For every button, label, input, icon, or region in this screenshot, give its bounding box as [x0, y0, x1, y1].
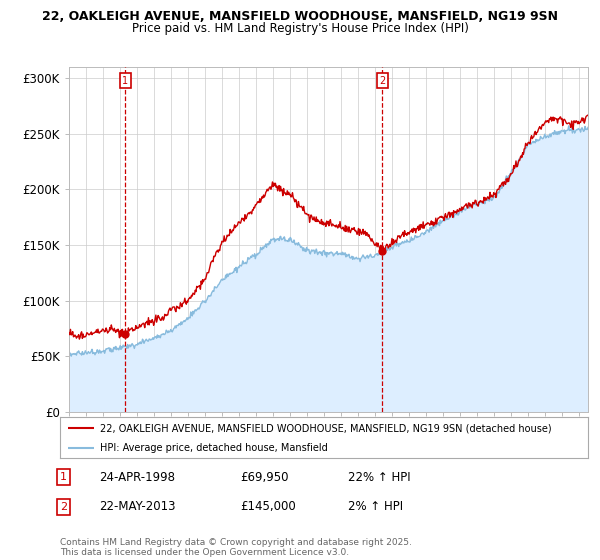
Text: 2: 2 — [60, 502, 67, 512]
Text: £145,000: £145,000 — [240, 500, 296, 514]
Text: 22% ↑ HPI: 22% ↑ HPI — [348, 470, 410, 484]
Text: 1: 1 — [122, 76, 128, 86]
Text: 22, OAKLEIGH AVENUE, MANSFIELD WOODHOUSE, MANSFIELD, NG19 9SN: 22, OAKLEIGH AVENUE, MANSFIELD WOODHOUSE… — [42, 10, 558, 23]
Text: 24-APR-1998: 24-APR-1998 — [99, 470, 175, 484]
Text: 2: 2 — [379, 76, 385, 86]
Text: Price paid vs. HM Land Registry's House Price Index (HPI): Price paid vs. HM Land Registry's House … — [131, 22, 469, 35]
Text: Contains HM Land Registry data © Crown copyright and database right 2025.
This d: Contains HM Land Registry data © Crown c… — [60, 538, 412, 557]
Text: HPI: Average price, detached house, Mansfield: HPI: Average price, detached house, Mans… — [100, 443, 328, 453]
Text: 22, OAKLEIGH AVENUE, MANSFIELD WOODHOUSE, MANSFIELD, NG19 9SN (detached house): 22, OAKLEIGH AVENUE, MANSFIELD WOODHOUSE… — [100, 423, 551, 433]
Text: £69,950: £69,950 — [240, 470, 289, 484]
Text: 1: 1 — [60, 472, 67, 482]
Text: 2% ↑ HPI: 2% ↑ HPI — [348, 500, 403, 514]
Text: 22-MAY-2013: 22-MAY-2013 — [99, 500, 176, 514]
